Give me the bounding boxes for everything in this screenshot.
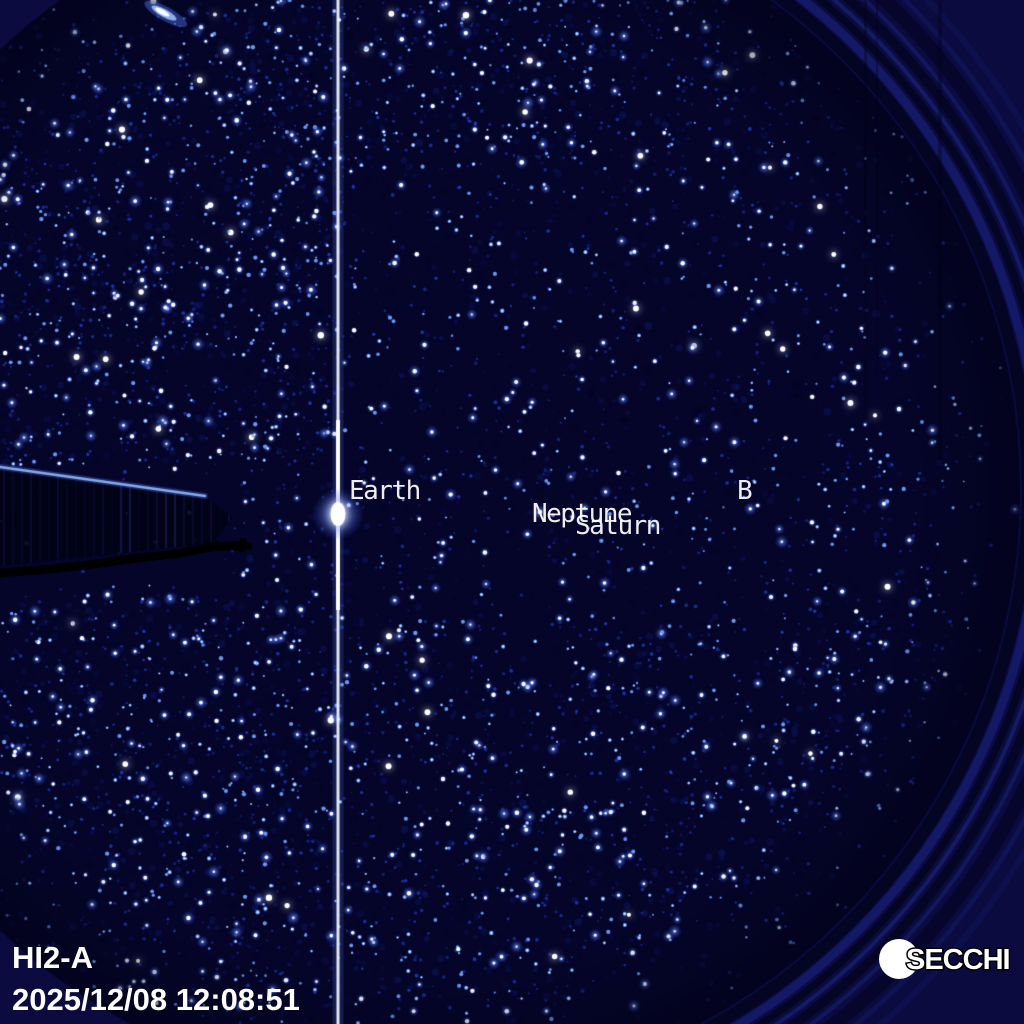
- secchi-logo-text: SECCHI: [906, 944, 1010, 976]
- saturn-label: Saturn: [575, 511, 661, 541]
- instrument-label: HI2-A: [12, 940, 93, 975]
- neptune-label: Neptune: [532, 499, 633, 529]
- secchi-logo: SECCHI: [879, 939, 1012, 979]
- timestamp-label: 2025/12/08 12:08:51: [12, 982, 300, 1017]
- secchi-logo-circle: [879, 939, 919, 979]
- b-label: B: [737, 476, 753, 506]
- earth-label: Earth: [349, 476, 421, 506]
